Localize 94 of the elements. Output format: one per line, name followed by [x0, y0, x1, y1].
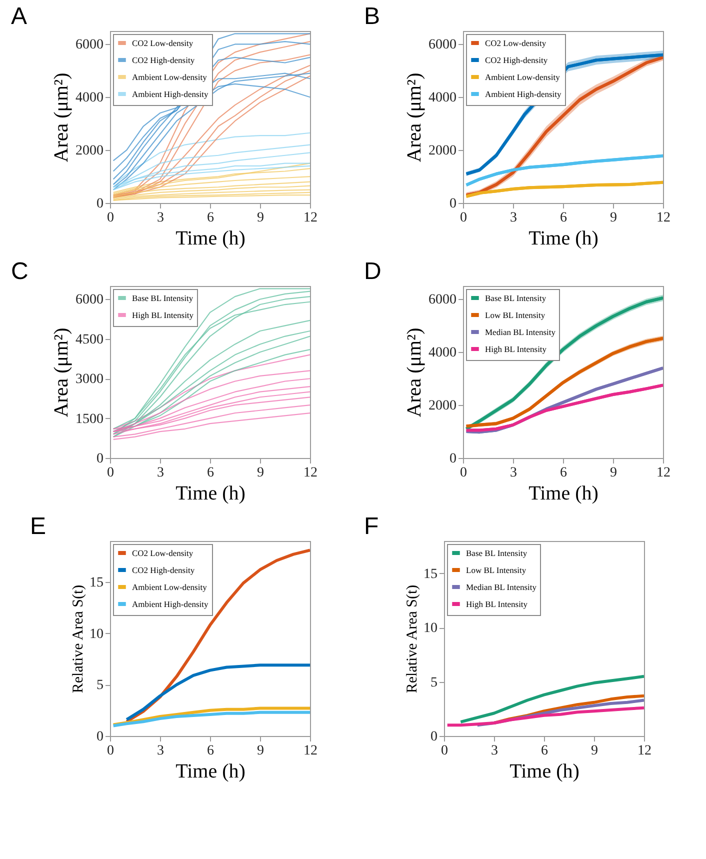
y-axis-title: Area (μm²) — [404, 328, 426, 418]
y-axis-title: Area (μm²) — [50, 328, 72, 418]
x-tick-label: 0 — [460, 466, 467, 480]
x-tick-label: 3 — [510, 210, 517, 226]
x-tick-label: 6 — [207, 210, 214, 226]
legend-label: Base BL Intensity — [466, 548, 528, 558]
x-axis-title: Time (h) — [528, 228, 598, 250]
y-axis-title: Relative Area S(t) — [70, 584, 86, 694]
x-tick-label: 3 — [157, 744, 164, 758]
y-tick-label: 6000 — [76, 38, 104, 53]
chart-title: B — [364, 3, 380, 30]
x-tick-label: 9 — [591, 744, 598, 758]
x-tick-label: 3 — [491, 744, 498, 758]
y-tick-label: 5 — [96, 678, 104, 694]
chart-title: E — [30, 513, 46, 540]
legend-label: CO2 High-density — [132, 55, 196, 65]
x-tick-label: 0 — [107, 744, 114, 758]
y-tick-label: 6000 — [76, 292, 104, 308]
x-tick-label: 9 — [610, 466, 617, 480]
legend-label: Median BL Intensity — [485, 327, 556, 337]
legend-label: CO2 High-density — [132, 565, 196, 575]
y-tick-label: 15 — [90, 576, 104, 591]
y-axis-title: Relative Area S(t) — [404, 584, 420, 694]
y-tick-label: 4000 — [76, 90, 104, 106]
y-tick-label: 0 — [450, 452, 456, 466]
legend-label: CO2 Low-density — [132, 38, 194, 48]
x-tick-label: 6 — [560, 210, 567, 226]
y-axis-title: Area (μm²) — [404, 72, 426, 162]
y-tick-label: 1500 — [76, 412, 104, 427]
x-tick-label: 9 — [257, 466, 264, 480]
x-tick-label: 6 — [207, 466, 214, 480]
x-axis-title: Time (h) — [176, 482, 246, 504]
x-axis-title: Time (h) — [528, 482, 598, 504]
legend-label: High BL Intensity — [466, 599, 528, 609]
y-tick-label: 3000 — [76, 372, 104, 388]
x-tick-label: 6 — [207, 744, 214, 758]
legend-label: High BL Intensity — [485, 344, 548, 354]
x-tick-label: 0 — [107, 210, 114, 226]
legend-label: Base BL Intensity — [485, 293, 547, 303]
legend-label: Ambient Low-density — [485, 72, 561, 82]
legend-label: Median BL Intensity — [466, 582, 538, 592]
y-tick-label: 0 — [450, 196, 456, 212]
legend-label: Low BL Intensity — [466, 565, 527, 575]
y-tick-label: 2000 — [428, 398, 456, 414]
legend-label: Ambient High-density — [485, 89, 562, 99]
y-tick-label: 4000 — [428, 346, 456, 361]
x-tick-label: 12 — [638, 744, 652, 758]
chart-title: D — [364, 258, 382, 285]
x-tick-label: 12 — [304, 744, 318, 758]
y-tick-label: 4000 — [428, 90, 456, 106]
legend-label: Ambient Low-density — [132, 582, 208, 592]
y-tick-label: 4500 — [76, 332, 104, 348]
x-tick-label: 12 — [304, 466, 318, 480]
y-tick-label: 0 — [430, 730, 438, 744]
x-tick-label: 9 — [257, 744, 264, 758]
x-tick-label: 6 — [560, 466, 567, 480]
legend-label: Ambient Low-density — [132, 72, 208, 82]
y-tick-label: 6000 — [428, 38, 456, 53]
x-tick-label: 0 — [460, 210, 467, 226]
chart-title: C — [11, 258, 28, 285]
y-axis-title: Area (μm²) — [50, 72, 72, 162]
legend-label: CO2 Low-density — [485, 38, 547, 48]
x-tick-label: 3 — [157, 210, 164, 226]
legend-label: Base BL Intensity — [132, 293, 194, 303]
chart-title: F — [364, 513, 379, 540]
x-tick-label: 12 — [656, 466, 670, 480]
legend-label: CO2 High-density — [485, 55, 548, 65]
y-tick-label: 15 — [424, 567, 438, 582]
y-tick-label: 2000 — [428, 144, 456, 159]
y-tick-label: 2000 — [76, 144, 104, 159]
x-tick-label: 9 — [257, 210, 264, 226]
x-tick-label: 6 — [541, 744, 548, 758]
x-tick-label: 12 — [304, 210, 318, 226]
y-tick-label: 0 — [96, 730, 104, 744]
x-tick-label: 0 — [107, 466, 114, 480]
legend-label: Ambient High-density — [132, 89, 210, 99]
chart-title: A — [11, 3, 28, 30]
y-tick-label: 5 — [430, 675, 438, 690]
legend-label: Low BL Intensity — [485, 310, 546, 320]
legend-label: High BL Intensity — [132, 310, 194, 320]
y-tick-label: 10 — [424, 621, 438, 636]
x-tick-label: 9 — [610, 210, 617, 226]
y-tick-label: 0 — [96, 196, 104, 212]
legend-label: CO2 Low-density — [132, 548, 194, 558]
y-tick-label: 0 — [96, 452, 104, 466]
y-tick-label: 10 — [90, 626, 104, 642]
x-tick-label: 3 — [510, 466, 517, 480]
x-tick-label: 3 — [157, 466, 164, 480]
y-tick-label: 6000 — [428, 292, 456, 308]
x-axis-title: Time (h) — [510, 760, 580, 782]
x-axis-title: Time (h) — [176, 760, 246, 782]
x-tick-label: 12 — [656, 210, 670, 226]
legend-label: Ambient High-density — [132, 599, 210, 609]
x-axis-title: Time (h) — [176, 228, 246, 250]
